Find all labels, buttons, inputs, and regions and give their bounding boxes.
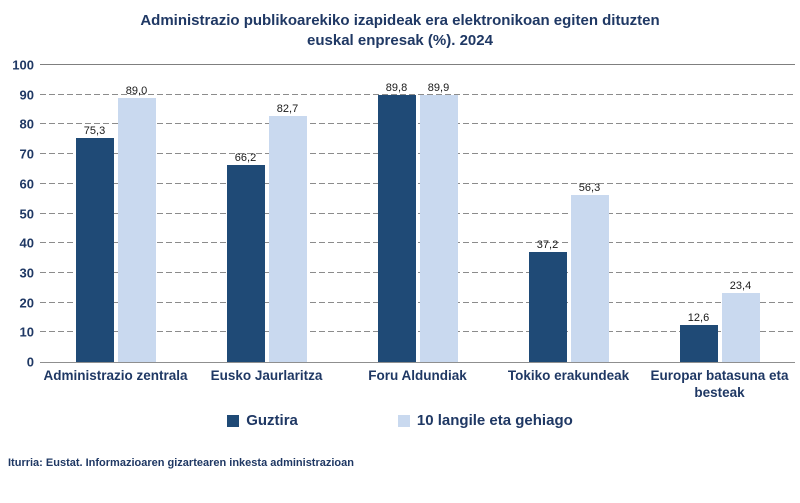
bar-group: 75,3 89,0: [40, 65, 191, 362]
bar-value-label: 12,6: [687, 311, 710, 324]
legend-swatch: [397, 414, 410, 427]
bar-value-label: 66,2: [234, 152, 257, 165]
bar-value-label: 82,7: [276, 103, 299, 116]
legend-item: Guztira: [227, 412, 298, 429]
x-axis-label: Europar batasuna eta besteak: [650, 368, 789, 400]
gridline: [40, 182, 795, 184]
bar-group: 89,8 89,9: [342, 65, 493, 362]
bar: 56,3: [570, 182, 609, 362]
gridline: [40, 64, 795, 65]
chart-title: Administrazio publikoarekiko izapideak e…: [0, 11, 800, 52]
bar: 37,2: [528, 239, 567, 362]
bar: 12,6: [679, 312, 718, 362]
y-axis-tick: 40: [19, 235, 34, 251]
bar: 89,9: [419, 82, 458, 362]
y-axis-tick: 90: [19, 87, 34, 103]
source-note: Iturria: Eustat. Informazioaren gizartea…: [8, 457, 354, 469]
bar-value-label: 23,4: [729, 279, 752, 292]
plot-area: 75,3 89,0 66,2 82,7 89,8 89,9 37,2 56,3 12,6 23,4: [40, 64, 795, 363]
y-axis-tick: 10: [19, 324, 34, 340]
gridline: [40, 301, 795, 303]
gridline: [40, 93, 795, 95]
bar: 82,7: [268, 103, 307, 362]
y-axis-tick: 50: [19, 206, 34, 221]
bar: 89,0: [117, 85, 156, 362]
bar-value-label: 89,8: [385, 82, 408, 95]
gridline: [40, 242, 795, 244]
chart-title-line2: euskal enpresak (%). 2024: [307, 32, 493, 50]
bar-group: 12,6 23,4: [644, 65, 795, 362]
bar-value-label: 75,3: [83, 125, 106, 138]
y-axis-tick: 80: [19, 116, 34, 132]
bar: 89,8: [377, 82, 416, 362]
x-axis-label: Eusko Jaurlaritza: [210, 368, 323, 383]
legend-label: 10 langile eta gehiago: [416, 412, 573, 429]
bar-value-label: 56,3: [578, 181, 601, 194]
x-axis: Administrazio zentrala Eusko Jaurlaritza F…: [40, 368, 795, 402]
legend-item: 10 langile eta gehiago: [397, 412, 573, 429]
gridline: [40, 331, 795, 333]
x-axis-label: Administrazio zentrala: [43, 368, 188, 383]
bar-value-label: 89,9: [427, 82, 450, 94]
bar-value-label: 89,0: [125, 84, 148, 97]
y-axis-tick: 70: [19, 146, 34, 162]
bar-group: 37,2 56,3: [493, 65, 644, 362]
y-axis-tick: 60: [19, 176, 34, 192]
gridline: [40, 153, 795, 155]
y-axis-tick: 20: [19, 295, 34, 311]
bar: 66,2: [226, 152, 265, 362]
bar: 23,4: [721, 280, 760, 362]
bar-value-label: 37,2: [536, 238, 559, 251]
bar: 75,3: [75, 125, 114, 362]
y-axis: 0 10 20 30 40 50 60 70 80 90 100: [4, 59, 40, 369]
y-axis-tick: 0: [26, 354, 34, 370]
bar-group: 66,2 82,7: [191, 65, 342, 362]
legend-label: Guztira: [246, 412, 298, 429]
gridline: [40, 271, 795, 273]
chart-title-line1: Administrazio publikoarekiko izapideak e…: [140, 12, 660, 29]
x-axis-label: Tokiko erakundeak: [507, 368, 630, 383]
gridline: [40, 123, 795, 125]
plot-row: 0 10 20 30 40 50 60 70 80 90 100 75,3 89,0 66,2 82,7 8…: [4, 59, 795, 369]
x-axis-label: Foru Aldundiak: [368, 368, 467, 383]
legend: Guztira 10 langile eta gehiago: [0, 412, 800, 429]
y-axis-tick: 30: [19, 265, 34, 281]
gridline: [40, 212, 795, 214]
y-axis-tick: 100: [12, 57, 34, 73]
legend-swatch: [227, 414, 240, 427]
